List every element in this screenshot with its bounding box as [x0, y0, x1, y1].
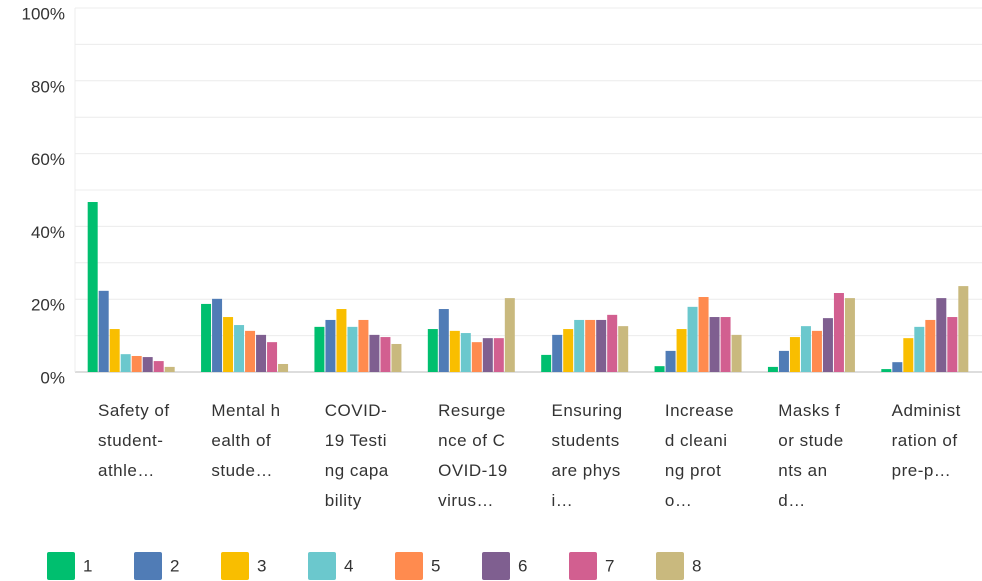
- bar: [698, 297, 709, 372]
- legend-label: 6: [518, 556, 527, 575]
- bar: [596, 319, 607, 372]
- bar: [336, 309, 347, 372]
- bar: [881, 369, 892, 372]
- bar: [574, 319, 585, 372]
- bar: [493, 338, 504, 372]
- bar: [427, 329, 438, 372]
- bar: [936, 298, 947, 372]
- bar: [925, 319, 936, 372]
- y-tick-label: 0%: [40, 368, 65, 387]
- bar: [958, 286, 969, 372]
- bar: [449, 330, 460, 372]
- y-tick-label: 80%: [31, 77, 65, 96]
- legend-label: 8: [692, 556, 701, 575]
- bar: [552, 334, 563, 372]
- bar: [98, 290, 109, 372]
- bar: [267, 342, 278, 372]
- bar: [212, 298, 223, 372]
- bar: [903, 338, 914, 372]
- bar: [142, 357, 153, 372]
- bar: [201, 303, 212, 372]
- legend-swatch: [482, 552, 510, 580]
- bar: [153, 361, 164, 372]
- bar: [504, 298, 515, 372]
- legend-swatch: [308, 552, 336, 580]
- bar: [87, 202, 98, 372]
- legend-label: 2: [170, 556, 179, 575]
- bar: [833, 293, 844, 372]
- bar: [607, 314, 618, 372]
- bar: [314, 326, 325, 372]
- bar: [482, 338, 493, 372]
- x-tick-label: Safety of student-athle…: [98, 401, 170, 480]
- bar: [245, 330, 256, 372]
- legend-label: 5: [431, 556, 440, 575]
- bar: [541, 354, 552, 372]
- bar: [256, 334, 267, 372]
- bar: [947, 317, 958, 372]
- bar: [278, 363, 289, 372]
- bar: [358, 319, 369, 372]
- bar: [676, 329, 687, 372]
- legend-swatch: [221, 552, 249, 580]
- bar: [223, 317, 234, 372]
- bar: [789, 337, 800, 372]
- bar: [844, 298, 855, 372]
- x-tick-label: Ensuring students are physi…: [551, 401, 623, 510]
- bar: [687, 306, 698, 372]
- y-tick-label: 100%: [22, 4, 65, 23]
- legend-swatch: [134, 552, 162, 580]
- legend-label: 7: [605, 556, 614, 575]
- bar: [325, 319, 336, 372]
- bar: [778, 350, 789, 372]
- bar: [709, 317, 720, 372]
- legend-label: 4: [344, 556, 353, 575]
- y-tick-label: 40%: [31, 223, 65, 242]
- bar: [618, 326, 629, 372]
- bar: [120, 354, 131, 372]
- bar: [391, 343, 402, 372]
- bar: [767, 366, 778, 372]
- bar: [234, 325, 245, 372]
- bar: [380, 337, 391, 372]
- bar: [720, 317, 731, 372]
- x-tick-label: COVID-19 Testing capability: [324, 401, 389, 510]
- legend-label: 1: [83, 556, 92, 575]
- bar: [438, 309, 449, 372]
- bar: [109, 329, 120, 372]
- x-tick-label: Masks for students and…: [778, 401, 844, 510]
- legend-swatch: [395, 552, 423, 580]
- bar: [460, 333, 471, 372]
- legend-label: 3: [257, 556, 266, 575]
- bar: [585, 319, 596, 372]
- bar: [811, 330, 822, 372]
- bar: [131, 355, 142, 372]
- bar: [164, 366, 175, 372]
- bar: [892, 362, 903, 372]
- bar: [654, 366, 665, 372]
- bar: [471, 342, 482, 372]
- y-tick-label: 60%: [31, 150, 65, 169]
- legend-swatch: [569, 552, 597, 580]
- bar: [347, 326, 358, 372]
- y-tick-label: 20%: [31, 296, 65, 315]
- bar: [822, 318, 833, 372]
- x-tick-label: Administration of pre-p…: [891, 401, 961, 480]
- x-tick-label: Resurgence of COVID-19 virus…: [438, 401, 508, 510]
- bar: [563, 329, 574, 372]
- x-tick-label: Increased cleaning proto…: [664, 401, 735, 510]
- bar: [369, 334, 380, 372]
- bar: [914, 326, 925, 372]
- bar: [665, 350, 676, 372]
- x-tick-label: Mental health of stude…: [211, 401, 281, 480]
- legend-swatch: [47, 552, 75, 580]
- legend-swatch: [656, 552, 684, 580]
- bar: [731, 334, 742, 372]
- bar: [800, 326, 811, 372]
